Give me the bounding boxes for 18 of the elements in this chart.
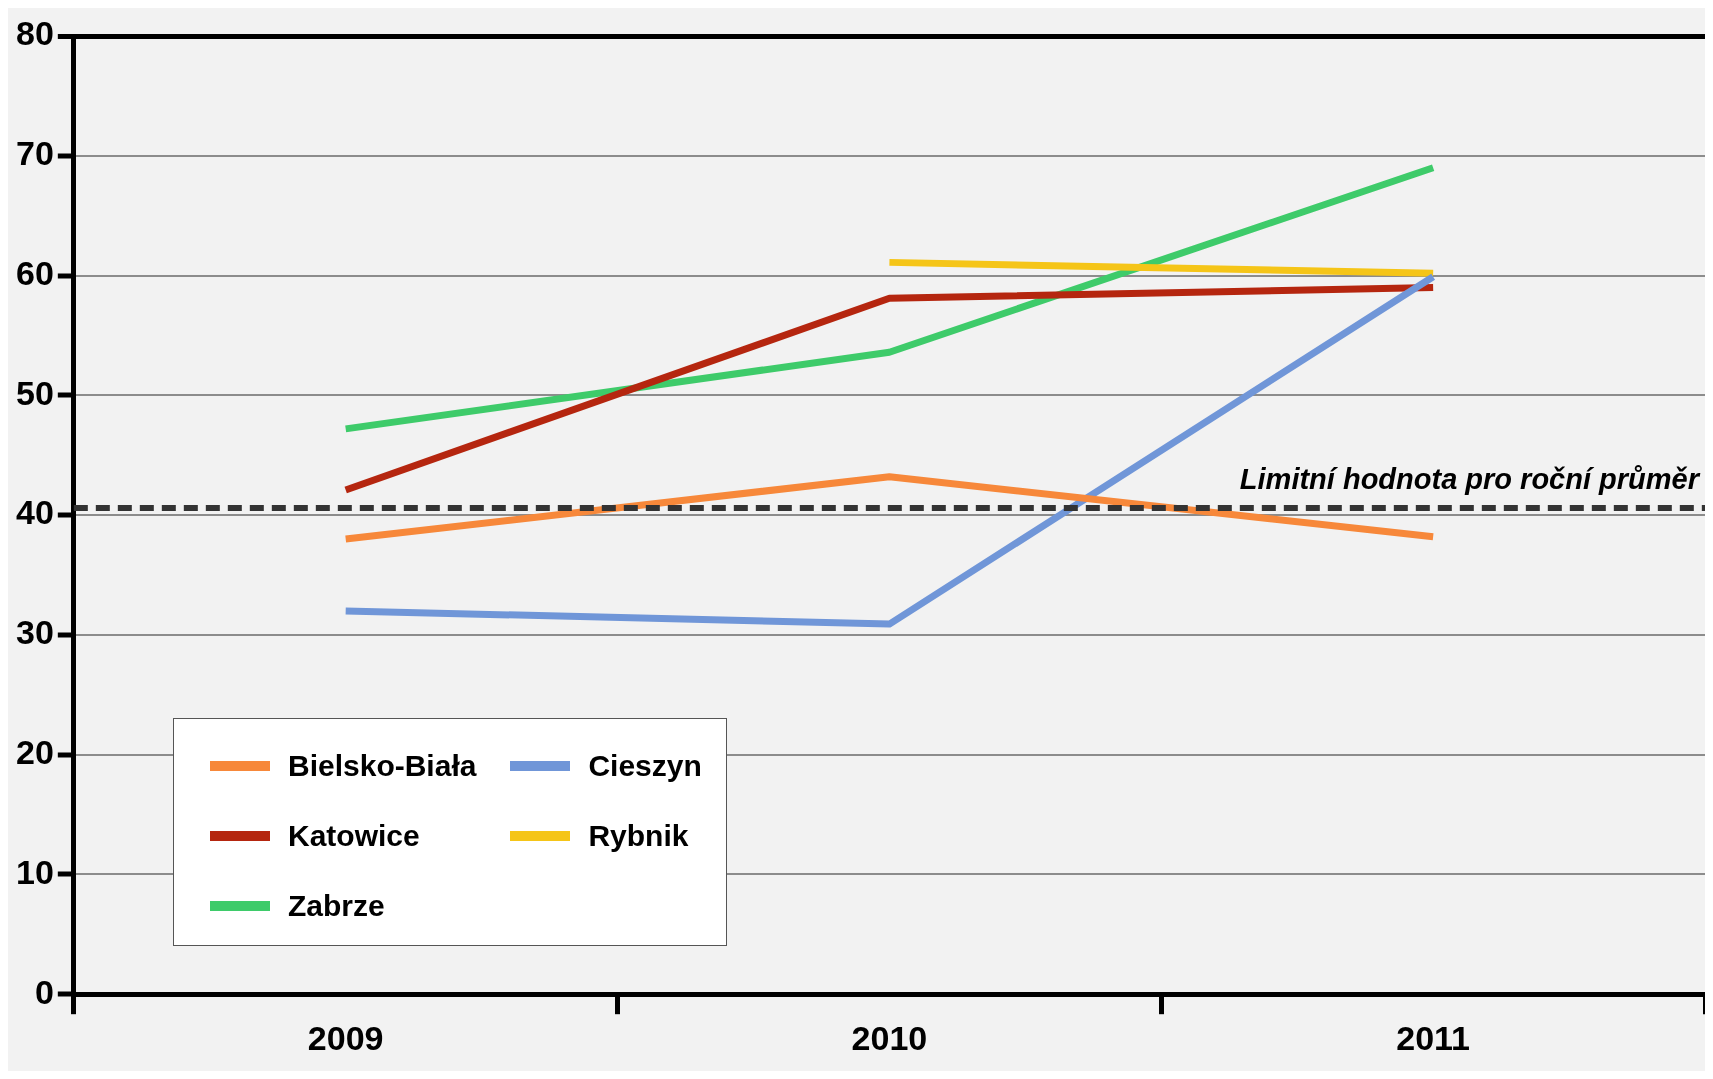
y-tick-label: 70 [15,134,54,173]
y-tick-label: 20 [15,733,54,772]
y-tick-label: 50 [15,373,54,412]
legend-label: Bielsko-Biała [288,749,477,783]
x-tick-label: 2011 [1396,1018,1471,1057]
x-tick-label: 2010 [851,1018,928,1057]
y-tick-label: 30 [15,613,54,652]
y-tick-label: 40 [15,493,54,532]
y-tick-label: 0 [34,972,54,1011]
y-tick-label: 80 [15,14,54,53]
y-tick-label: 60 [15,253,54,292]
legend-label: Cieszyn [588,749,702,783]
y-tick-label: 10 [15,852,54,891]
legend-label: Zabrze [288,889,385,923]
legend-label: Katowice [288,819,420,853]
legend-label: Rybnik [588,819,689,853]
ref-line-label: Limitní hodnota pro roční průměr [1239,463,1701,496]
x-tick-label: 2009 [307,1018,384,1057]
